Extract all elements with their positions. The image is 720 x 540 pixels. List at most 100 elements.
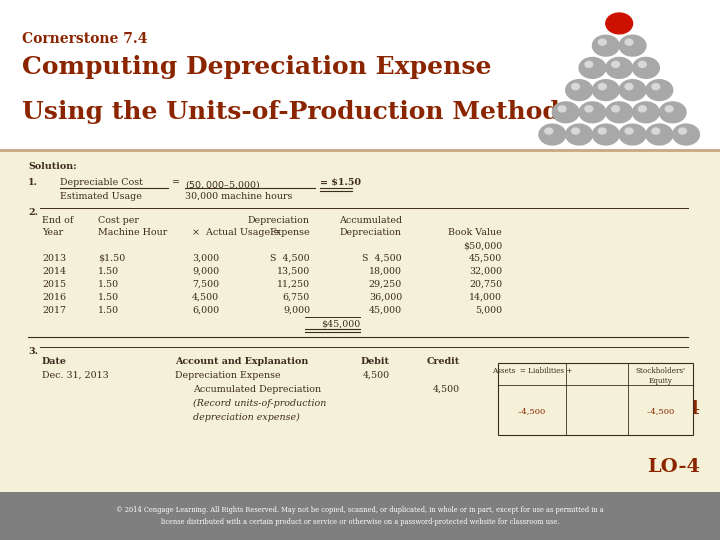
Text: Accumulated Depreciation: Accumulated Depreciation <box>193 385 321 394</box>
Circle shape <box>579 102 606 123</box>
Text: ($50,000 – $5,000): ($50,000 – $5,000) <box>185 178 261 191</box>
Text: Depreciable Cost: Depreciable Cost <box>60 178 143 187</box>
Circle shape <box>625 84 633 90</box>
Text: 6,750: 6,750 <box>283 293 310 302</box>
Text: 45,500: 45,500 <box>469 254 502 263</box>
Circle shape <box>619 80 646 100</box>
Circle shape <box>652 128 660 134</box>
Text: –4,500: –4,500 <box>518 407 546 415</box>
Text: 2016: 2016 <box>42 293 66 302</box>
Circle shape <box>598 39 606 45</box>
Circle shape <box>646 124 672 145</box>
Text: (Record units-of-production: (Record units-of-production <box>193 399 326 408</box>
Circle shape <box>593 124 619 145</box>
Circle shape <box>593 35 619 56</box>
Text: S  4,500: S 4,500 <box>271 254 310 263</box>
Text: 29,250: 29,250 <box>369 280 402 289</box>
Text: LO-4: LO-4 <box>647 400 700 418</box>
Text: © 2014 Cengage Learning. All Rights Reserved. May not be copied, scanned, or dup: © 2014 Cengage Learning. All Rights Rese… <box>116 507 604 525</box>
Text: ×  Actual Usage =: × Actual Usage = <box>192 228 281 237</box>
Text: Debit: Debit <box>361 357 390 366</box>
Text: 18,000: 18,000 <box>369 267 402 276</box>
Text: 20,750: 20,750 <box>469 280 502 289</box>
Text: 1.50: 1.50 <box>98 293 119 302</box>
Text: 5,000: 5,000 <box>475 306 502 315</box>
Circle shape <box>678 128 686 134</box>
Text: LO-4: LO-4 <box>647 458 700 476</box>
Text: 2015: 2015 <box>42 280 66 289</box>
Text: = $1.50: = $1.50 <box>320 179 361 187</box>
Circle shape <box>619 124 646 145</box>
Circle shape <box>672 124 699 145</box>
Bar <box>498 363 693 435</box>
Circle shape <box>660 102 686 123</box>
Text: Depreciation Expense: Depreciation Expense <box>175 371 281 380</box>
Text: 4,500: 4,500 <box>433 385 460 394</box>
Text: Solution:: Solution: <box>28 162 76 171</box>
Circle shape <box>646 80 672 100</box>
Text: 45,000: 45,000 <box>369 306 402 315</box>
Circle shape <box>579 57 606 78</box>
Text: 9,000: 9,000 <box>283 306 310 315</box>
Circle shape <box>606 13 633 34</box>
Circle shape <box>598 128 606 134</box>
Circle shape <box>652 84 660 90</box>
Text: End of: End of <box>42 216 73 225</box>
Text: 2.: 2. <box>28 208 38 217</box>
Circle shape <box>558 106 566 112</box>
Text: 2013: 2013 <box>42 254 66 263</box>
Text: Book Value: Book Value <box>449 228 502 237</box>
Text: 7,500: 7,500 <box>192 280 219 289</box>
Text: 30,000 machine hours: 30,000 machine hours <box>185 192 292 201</box>
Text: 2017: 2017 <box>42 306 66 315</box>
Bar <box>0 492 720 540</box>
Text: –4,500: –4,500 <box>647 407 675 415</box>
Circle shape <box>665 106 673 112</box>
Circle shape <box>572 84 580 90</box>
Circle shape <box>566 80 593 100</box>
Circle shape <box>612 62 619 68</box>
Text: 13,500: 13,500 <box>276 267 310 276</box>
Text: 36,000: 36,000 <box>369 293 402 302</box>
Text: Equity: Equity <box>649 377 672 385</box>
Text: 11,250: 11,250 <box>277 280 310 289</box>
Text: 32,000: 32,000 <box>469 267 502 276</box>
Circle shape <box>625 128 633 134</box>
Circle shape <box>539 124 566 145</box>
Circle shape <box>625 39 633 45</box>
Text: Credit: Credit <box>427 357 460 366</box>
Text: Date: Date <box>42 357 67 366</box>
Text: Using the Units-of-Production Method: Using the Units-of-Production Method <box>22 100 559 124</box>
Text: Dec. 31, 2013: Dec. 31, 2013 <box>42 371 109 380</box>
Circle shape <box>552 102 579 123</box>
Circle shape <box>585 62 593 68</box>
Text: =: = <box>172 179 180 187</box>
Text: Accumulated: Accumulated <box>339 216 402 225</box>
Text: S  4,500: S 4,500 <box>362 254 402 263</box>
Text: Machine Hour: Machine Hour <box>98 228 167 237</box>
Text: 9,000: 9,000 <box>192 267 219 276</box>
Circle shape <box>612 106 619 112</box>
Text: 1.50: 1.50 <box>98 306 119 315</box>
Text: Account and Explanation: Account and Explanation <box>175 357 308 366</box>
Circle shape <box>633 57 660 78</box>
Text: 1.: 1. <box>28 178 38 187</box>
Text: Estimated Usage: Estimated Usage <box>60 192 142 201</box>
Text: Year: Year <box>42 228 63 237</box>
Text: 4,500: 4,500 <box>192 293 219 302</box>
Circle shape <box>619 35 646 56</box>
Text: Depreciation: Depreciation <box>340 228 402 237</box>
Text: Depreciation: Depreciation <box>248 216 310 225</box>
Text: Cost per: Cost per <box>98 216 139 225</box>
Text: 6,000: 6,000 <box>192 306 219 315</box>
Circle shape <box>585 106 593 112</box>
Text: 1.50: 1.50 <box>98 267 119 276</box>
Text: $50,000: $50,000 <box>463 242 502 251</box>
Text: Cornerstone 7.4: Cornerstone 7.4 <box>22 32 148 46</box>
Circle shape <box>639 62 647 68</box>
Text: 3,000: 3,000 <box>192 254 219 263</box>
Circle shape <box>598 84 606 90</box>
Text: 4,500: 4,500 <box>363 371 390 380</box>
Text: Assets  = Liabilities +: Assets = Liabilities + <box>492 367 572 375</box>
Text: $1.50: $1.50 <box>98 254 125 263</box>
